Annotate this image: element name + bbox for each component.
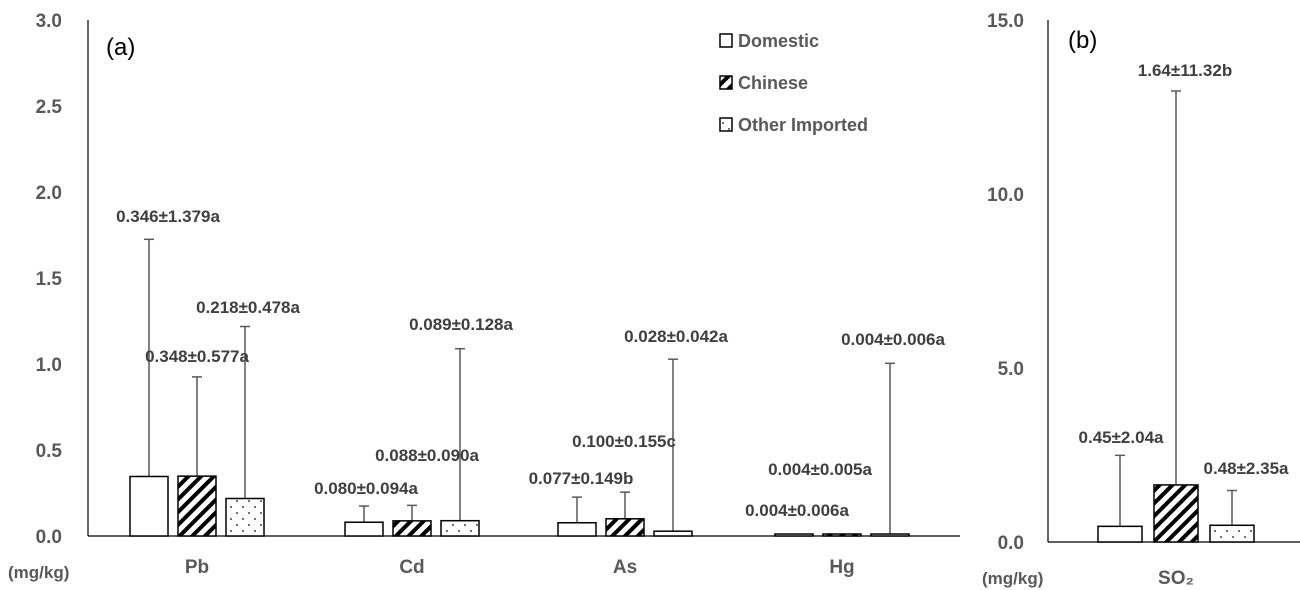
data-label: 0.077±0.149b <box>529 469 634 488</box>
b-y-tick-label: 15.0 <box>987 11 1024 32</box>
a-y-tick-label: 2.5 <box>36 97 63 118</box>
b-y-tick-label: 10.0 <box>987 185 1024 206</box>
legend-entry-other-imported: Other Imported <box>738 115 868 135</box>
legend-swatch-domestic <box>719 33 733 48</box>
bar-hatch <box>392 520 432 537</box>
bar-empty <box>1097 525 1143 543</box>
a-x-category-label: Pb <box>185 557 209 578</box>
data-label: 0.004±0.006a <box>745 501 849 520</box>
legend-entry-domestic: Domestic <box>738 31 819 51</box>
data-label: 0.089±0.128a <box>409 315 513 334</box>
bar-dots <box>653 530 693 537</box>
data-label: 0.100±0.155c <box>572 432 676 451</box>
a-x-category-label: Cd <box>399 557 424 578</box>
b-y-tick-label: 5.0 <box>998 359 1024 380</box>
b-x-category-label: SO₂ <box>1158 568 1194 589</box>
b-y-tick-label: 0.0 <box>998 533 1024 554</box>
data-label: 0.45±2.04a <box>1079 428 1165 447</box>
bar-dots <box>1209 524 1255 543</box>
data-label: 0.218±0.478a <box>196 298 300 317</box>
bar-dots <box>870 533 910 537</box>
panel-b-label: (b) <box>1068 27 1097 54</box>
bar-empty <box>129 475 169 537</box>
a-x-category-label: Hg <box>829 557 854 578</box>
panel-a-label: (a) <box>106 34 135 61</box>
a-y-tick-label: 2.0 <box>36 183 62 204</box>
data-label: 0.028±0.042a <box>624 327 728 346</box>
bar-dots <box>225 497 265 537</box>
bar-hatch <box>177 475 217 537</box>
a-y-tick-label: 1.0 <box>36 355 62 376</box>
data-label: 0.088±0.090a <box>375 446 479 465</box>
legend: Domestic Chinese Other Imported <box>719 31 868 135</box>
panel-a: (a) (mg/kg) 0.0 0.5 1.0 1.5 2.0 2.5 3.0 0.346±… <box>8 11 960 582</box>
bar-hatch <box>1153 484 1199 543</box>
bar-empty <box>344 521 384 537</box>
panel-b: (b) (mg/kg) 0.0 5.0 10.0 15.0 0.45±2.04a 1.6… <box>982 11 1300 589</box>
data-label: 0.080±0.094a <box>314 479 418 498</box>
a-y-tick-label: 0.5 <box>36 441 63 462</box>
a-y-tick-label: 1.5 <box>36 269 63 290</box>
legend-swatch-chinese <box>719 75 733 90</box>
bar-dots <box>440 519 480 537</box>
bar-hatch <box>605 518 645 537</box>
data-label: 0.346±1.379a <box>116 207 220 226</box>
panel-a-unit-label: (mg/kg) <box>8 563 69 582</box>
a-y-tick-label: 0.0 <box>36 527 62 548</box>
data-label: 0.48±2.35a <box>1204 459 1290 478</box>
a-y-tick-label: 3.0 <box>36 11 62 32</box>
data-label: 0.004±0.006a <box>841 330 945 349</box>
bar-empty <box>774 533 814 537</box>
a-x-category-label: As <box>613 557 637 578</box>
legend-entry-chinese: Chinese <box>738 73 808 93</box>
bar-hatch <box>822 533 862 537</box>
legend-swatch-other-imported <box>719 117 733 132</box>
data-label: 0.348±0.577a <box>145 347 249 366</box>
data-label: 1.64±11.32b <box>1138 61 1232 80</box>
data-label: 0.004±0.005a <box>768 460 872 479</box>
panel-b-unit-label: (mg/kg) <box>982 569 1043 588</box>
bar-empty <box>557 522 597 537</box>
